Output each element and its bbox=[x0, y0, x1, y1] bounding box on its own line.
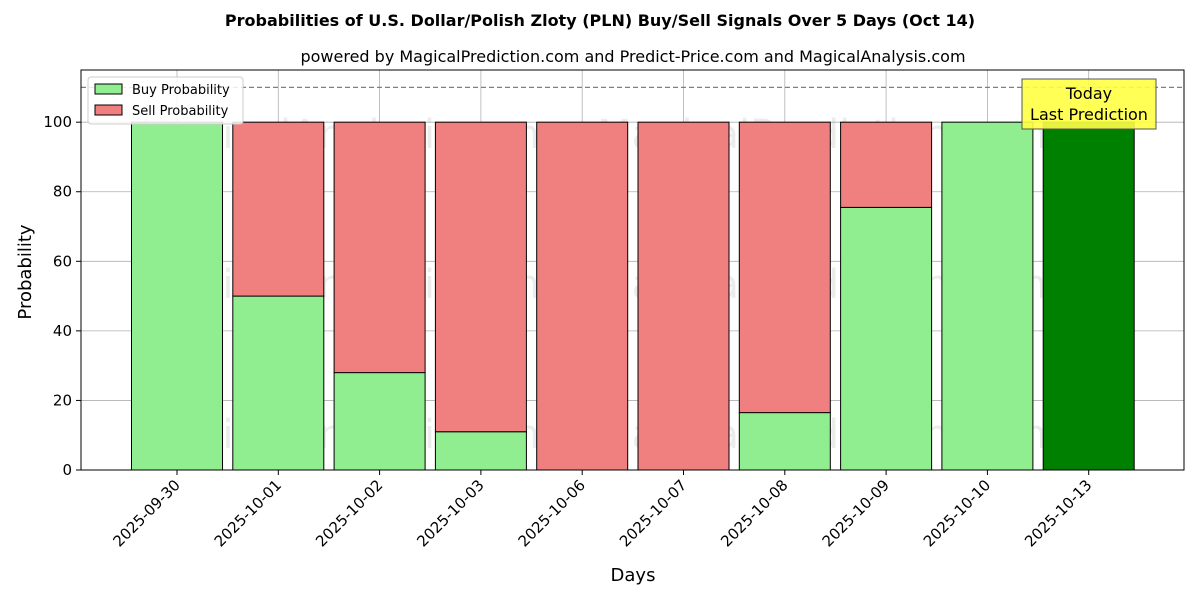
y-axis-label: Probability bbox=[15, 224, 36, 319]
annotation-text: Today bbox=[1065, 84, 1112, 103]
buy-bar bbox=[941, 121, 1034, 471]
buy-bar bbox=[1042, 121, 1135, 471]
legend-label: Buy Probability bbox=[132, 83, 230, 98]
chart-title: Probabilities of U.S. Dollar/Polish Zlot… bbox=[225, 11, 975, 30]
y-tick-label: 100 bbox=[43, 113, 72, 131]
buy-bar bbox=[333, 372, 426, 471]
buy-bar bbox=[840, 206, 933, 471]
y-tick-label: 20 bbox=[53, 391, 72, 409]
buy-bar bbox=[434, 431, 527, 471]
y-tick-label: 60 bbox=[53, 252, 72, 270]
sell-bar bbox=[536, 121, 629, 471]
sell-bar bbox=[333, 121, 426, 374]
legend-swatch bbox=[94, 83, 123, 95]
buy-bar bbox=[738, 412, 831, 471]
y-tick-label: 40 bbox=[53, 322, 72, 340]
buy-bar bbox=[131, 121, 223, 471]
bars bbox=[131, 121, 1135, 471]
buy-bar bbox=[232, 295, 325, 471]
sell-bar bbox=[637, 121, 730, 471]
x-axis-label: Days bbox=[611, 565, 656, 586]
today-annotation: Today Last Prediction bbox=[1021, 78, 1157, 130]
plot-frame bbox=[80, 69, 1185, 471]
chart-subtitle: powered by MagicalPrediction.com and Pre… bbox=[300, 47, 965, 66]
legend: Buy Probability Sell Probability bbox=[87, 76, 244, 125]
legend-box bbox=[87, 76, 244, 125]
y-tick-label: 80 bbox=[53, 183, 72, 201]
sell-bar bbox=[738, 121, 831, 414]
sell-bar bbox=[840, 121, 933, 208]
sell-bar bbox=[434, 121, 527, 433]
sell-bar bbox=[232, 121, 325, 297]
legend-label: Sell Probability bbox=[132, 104, 229, 119]
annotation-text: Last Prediction bbox=[1030, 105, 1148, 124]
annotation-box bbox=[1021, 78, 1157, 130]
y-tick-label: 0 bbox=[62, 461, 72, 479]
legend-swatch bbox=[94, 104, 123, 116]
